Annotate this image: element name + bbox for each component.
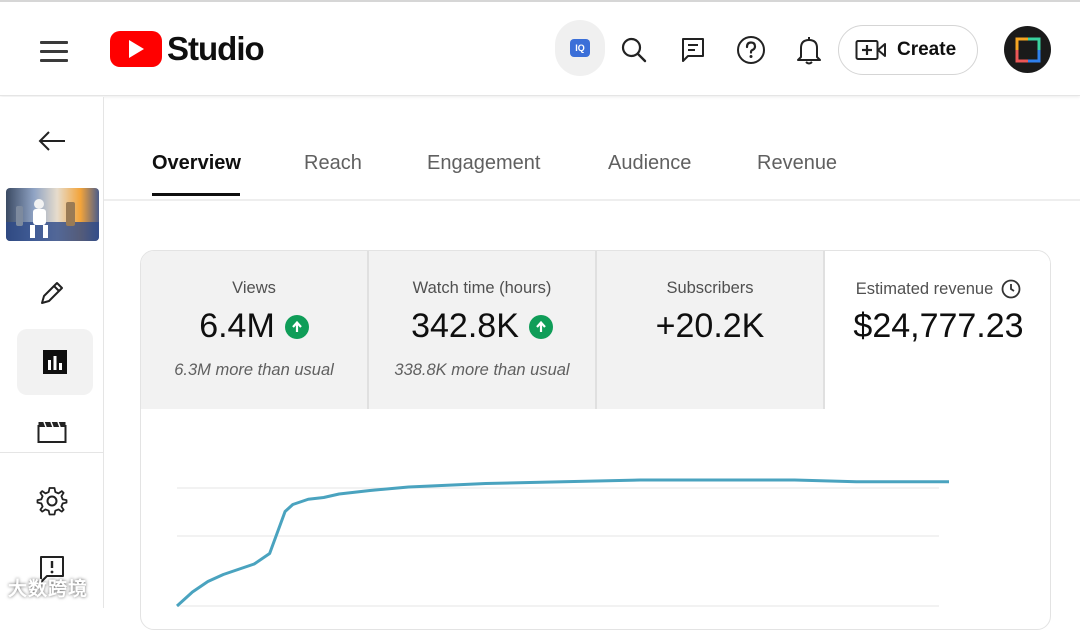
channel-avatar[interactable] bbox=[1004, 26, 1051, 73]
metric-subscribers[interactable]: Subscribers +20.2K bbox=[597, 251, 825, 409]
studio-logo[interactable]: Studio bbox=[110, 30, 265, 68]
search-icon[interactable] bbox=[616, 30, 652, 70]
settings-gear-icon[interactable] bbox=[30, 479, 74, 523]
tab-revenue[interactable]: Revenue bbox=[757, 152, 838, 174]
watermark-text: 大数跨境 bbox=[8, 579, 89, 600]
active-tab-indicator bbox=[152, 193, 240, 196]
metric-watch-time[interactable]: Watch time (hours) 342.8K 338.8K more th… bbox=[369, 251, 597, 409]
tab-reach[interactable]: Reach bbox=[304, 152, 362, 174]
editor-clapper-icon[interactable] bbox=[30, 410, 74, 454]
metric-value-row: 342.8K bbox=[369, 307, 595, 346]
create-button[interactable]: Create bbox=[838, 25, 978, 75]
metric-views[interactable]: Views 6.4M 6.3M more than usual bbox=[141, 251, 369, 409]
video-thumbnail[interactable] bbox=[6, 188, 99, 241]
tab-overview[interactable]: Overview bbox=[152, 152, 241, 174]
metric-note: 338.8K more than usual bbox=[394, 361, 570, 379]
chart-series-line-views[interactable] bbox=[175, 478, 949, 608]
feedback-alert-icon[interactable] bbox=[30, 547, 74, 591]
metric-value: 6.4M bbox=[199, 307, 275, 345]
analytics-icon bbox=[43, 350, 67, 374]
top-bar: Studio IQ Create bbox=[0, 0, 1080, 96]
feedback-icon[interactable] bbox=[675, 30, 711, 70]
metric-value: 342.8K bbox=[411, 307, 519, 345]
overview-card: Views 6.4M 6.3M more than usual Watch ti… bbox=[140, 250, 1051, 630]
metric-label: Views bbox=[232, 279, 276, 297]
notifications-icon[interactable] bbox=[791, 30, 827, 70]
tab-engagement[interactable]: Engagement bbox=[427, 152, 541, 174]
iq-extension-icon: IQ bbox=[570, 39, 590, 57]
metric-value: +20.2K bbox=[655, 307, 765, 345]
sidebar-divider bbox=[0, 452, 103, 453]
metric-note: 6.3M more than usual bbox=[174, 361, 334, 379]
metric-label-row: Estimated revenue bbox=[825, 279, 1050, 299]
analytics-tabs: Overview Reach Engagement Audience Reven… bbox=[104, 97, 1080, 201]
views-line-chart bbox=[175, 478, 949, 608]
metric-estimated-revenue[interactable]: Estimated revenue $24,777.23 bbox=[825, 251, 1050, 409]
logo-text: Studio bbox=[167, 30, 265, 67]
metric-value: $24,777.23 bbox=[853, 307, 1024, 345]
iq-extension-button[interactable]: IQ bbox=[555, 20, 605, 76]
edit-pencil-icon[interactable] bbox=[30, 271, 74, 315]
tab-audience[interactable]: Audience bbox=[608, 152, 692, 174]
metric-label: Watch time (hours) bbox=[412, 279, 552, 297]
left-sidebar bbox=[0, 97, 104, 608]
menu-icon[interactable] bbox=[40, 39, 70, 63]
create-video-icon bbox=[855, 40, 886, 60]
trend-up-icon bbox=[284, 314, 309, 339]
back-arrow-icon[interactable] bbox=[30, 119, 74, 163]
analytics-nav-selected[interactable] bbox=[17, 329, 93, 395]
help-icon[interactable] bbox=[733, 30, 769, 70]
metric-label: Estimated revenue bbox=[855, 279, 994, 298]
metric-value-row: +20.2K bbox=[597, 307, 823, 346]
metric-value-row: $24,777.23 bbox=[825, 307, 1050, 346]
trend-up-icon bbox=[528, 314, 553, 339]
metric-label: Subscribers bbox=[666, 279, 754, 297]
metric-value-row: 6.4M bbox=[141, 307, 367, 346]
create-label: Create bbox=[897, 39, 957, 60]
clock-icon[interactable] bbox=[1001, 279, 1021, 299]
youtube-play-icon bbox=[110, 31, 162, 67]
